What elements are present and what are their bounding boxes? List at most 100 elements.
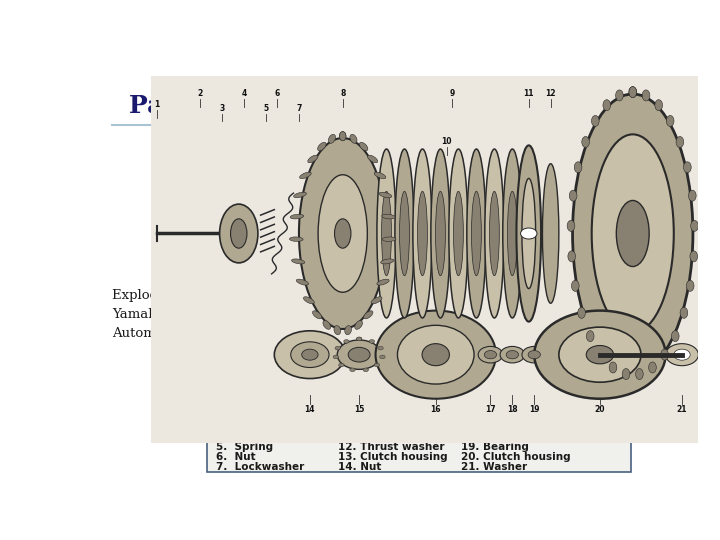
Ellipse shape (303, 297, 315, 304)
Ellipse shape (559, 327, 641, 382)
Text: 6: 6 (274, 90, 279, 98)
Ellipse shape (636, 368, 643, 380)
Ellipse shape (649, 362, 657, 373)
Ellipse shape (586, 346, 613, 364)
Text: 21: 21 (677, 405, 687, 414)
Text: Parametric design examples..: Parametric design examples.. (129, 94, 542, 118)
Text: 20: 20 (595, 405, 605, 414)
Text: 15: 15 (354, 405, 364, 414)
Ellipse shape (680, 307, 688, 319)
Text: 16. Centrifugal clutch unit: 16. Centrifugal clutch unit (461, 413, 616, 422)
Ellipse shape (597, 349, 605, 360)
Ellipse shape (413, 149, 432, 318)
Text: 14. Nut: 14. Nut (338, 462, 382, 472)
Ellipse shape (688, 190, 696, 201)
Ellipse shape (436, 191, 446, 276)
Ellipse shape (568, 251, 575, 262)
Text: 20. Clutch housing: 20. Clutch housing (461, 453, 571, 462)
Ellipse shape (335, 346, 341, 350)
Ellipse shape (616, 200, 649, 267)
Text: 4.  Guide: 4. Guide (215, 433, 269, 442)
Text: 2: 2 (198, 90, 203, 98)
Ellipse shape (629, 86, 636, 98)
Ellipse shape (655, 100, 662, 111)
Ellipse shape (323, 321, 330, 329)
Ellipse shape (431, 149, 450, 318)
Ellipse shape (397, 325, 474, 384)
Ellipse shape (603, 100, 611, 111)
Ellipse shape (339, 132, 346, 141)
Text: 9: 9 (449, 90, 455, 98)
Text: 7: 7 (296, 104, 302, 113)
Ellipse shape (378, 346, 383, 350)
Ellipse shape (690, 220, 698, 231)
Ellipse shape (570, 190, 577, 201)
Ellipse shape (686, 280, 694, 292)
Ellipse shape (369, 340, 374, 343)
Ellipse shape (418, 191, 428, 276)
Ellipse shape (629, 86, 636, 98)
Ellipse shape (506, 350, 518, 359)
Text: 9.   Friction plate: 9. Friction plate (338, 413, 439, 422)
Text: 6.  Nut: 6. Nut (215, 453, 255, 462)
Ellipse shape (328, 134, 336, 143)
Text: 14: 14 (305, 405, 315, 414)
Bar (207, 393, 631, 472)
Text: 1: 1 (154, 100, 159, 110)
Ellipse shape (302, 349, 318, 360)
Ellipse shape (379, 355, 385, 359)
Ellipse shape (572, 280, 579, 292)
Ellipse shape (622, 368, 630, 380)
Ellipse shape (454, 191, 464, 276)
Ellipse shape (542, 164, 559, 303)
Ellipse shape (661, 349, 668, 360)
Ellipse shape (376, 310, 496, 399)
Text: 13. Clutch housing: 13. Clutch housing (338, 453, 448, 462)
Ellipse shape (521, 228, 537, 239)
Ellipse shape (567, 220, 575, 231)
Ellipse shape (382, 237, 396, 241)
Ellipse shape (674, 349, 690, 360)
Ellipse shape (292, 259, 305, 264)
Ellipse shape (356, 337, 362, 341)
Ellipse shape (575, 162, 582, 173)
Ellipse shape (350, 134, 357, 143)
Ellipse shape (500, 347, 525, 363)
Text: 17. Washer: 17. Washer (461, 422, 527, 433)
Ellipse shape (289, 237, 303, 241)
Text: 3: 3 (220, 104, 225, 113)
Ellipse shape (220, 204, 258, 263)
Text: 19. Bearing: 19. Bearing (461, 442, 529, 453)
Ellipse shape (337, 340, 381, 369)
Ellipse shape (348, 347, 370, 362)
Text: 8: 8 (340, 90, 346, 98)
Text: 12: 12 (546, 90, 556, 98)
Ellipse shape (363, 368, 369, 372)
Text: 18: 18 (507, 405, 518, 414)
Ellipse shape (683, 162, 691, 173)
Ellipse shape (592, 134, 674, 333)
Ellipse shape (356, 337, 362, 341)
Ellipse shape (371, 297, 382, 304)
Ellipse shape (291, 342, 329, 368)
Ellipse shape (379, 192, 392, 198)
Text: 5.  Spring: 5. Spring (215, 442, 273, 453)
Ellipse shape (478, 347, 503, 363)
Ellipse shape (485, 149, 504, 318)
Ellipse shape (422, 343, 449, 366)
Text: 8.   Clutch boss: 8. Clutch boss (338, 402, 428, 413)
Ellipse shape (490, 191, 499, 276)
Ellipse shape (572, 94, 693, 373)
Ellipse shape (333, 355, 338, 359)
Ellipse shape (676, 137, 684, 147)
Bar (207, 123, 631, 406)
Ellipse shape (449, 149, 468, 318)
Ellipse shape (355, 321, 362, 329)
Ellipse shape (334, 326, 341, 335)
Ellipse shape (377, 149, 396, 318)
Ellipse shape (586, 330, 594, 342)
Text: 12. Thrust washer: 12. Thrust washer (338, 442, 445, 453)
Ellipse shape (343, 340, 349, 343)
Text: 10. Clutch plate: 10. Clutch plate (338, 422, 432, 433)
Ellipse shape (534, 310, 665, 399)
